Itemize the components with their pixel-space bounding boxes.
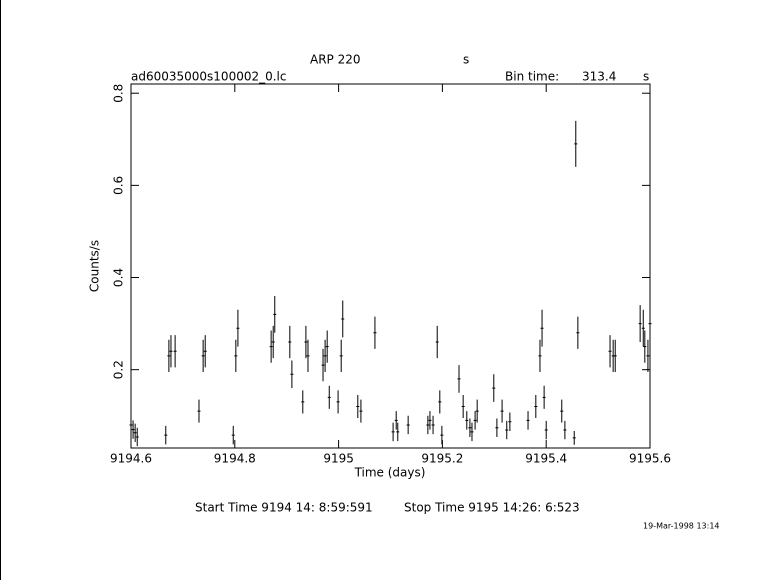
error-bar bbox=[359, 399, 363, 423]
error-bar bbox=[438, 390, 442, 414]
error-bar bbox=[495, 418, 499, 437]
error-bar bbox=[431, 415, 435, 435]
error-bar bbox=[572, 430, 576, 445]
error-bar bbox=[538, 339, 542, 372]
error-bar bbox=[290, 360, 294, 389]
x-tick-label: 9194.6 bbox=[110, 452, 152, 466]
error-bar bbox=[129, 415, 133, 435]
error-bar bbox=[563, 420, 567, 440]
bin-time-unit: s bbox=[643, 70, 649, 84]
error-bar bbox=[638, 305, 642, 343]
bin-time-label: Bin time: bbox=[505, 70, 559, 84]
error-bar bbox=[164, 425, 168, 445]
error-bar bbox=[288, 325, 292, 359]
error-bar bbox=[323, 339, 327, 372]
error-bar bbox=[373, 316, 377, 349]
error-bar bbox=[643, 330, 647, 363]
error-bar bbox=[542, 385, 546, 409]
error-bar bbox=[131, 420, 135, 439]
error-bar bbox=[508, 412, 512, 431]
chart-title: ARP 220 bbox=[310, 53, 361, 67]
error-bar bbox=[473, 411, 477, 430]
error-bar bbox=[426, 415, 430, 435]
error-bar bbox=[394, 411, 398, 430]
error-bar bbox=[641, 309, 645, 347]
error-bar bbox=[271, 325, 275, 359]
y-tick-label: 0.2 bbox=[112, 360, 126, 379]
error-bar bbox=[505, 420, 509, 440]
error-bar bbox=[608, 335, 612, 368]
error-bar bbox=[560, 399, 564, 423]
error-bar bbox=[301, 390, 305, 414]
error-bar bbox=[470, 422, 474, 442]
bin-time: 313.4 bbox=[582, 70, 616, 84]
start-time: Start Time 9194 14: 8:59:591 bbox=[195, 501, 373, 515]
date-stamp: 19-Mar-1998 13:14 bbox=[643, 522, 720, 531]
title-unit: s bbox=[463, 53, 469, 67]
x-tick-label: 9195.2 bbox=[421, 452, 463, 466]
error-bar bbox=[500, 399, 504, 423]
error-bar bbox=[336, 390, 340, 414]
error-bar bbox=[534, 395, 538, 419]
error-bar bbox=[648, 305, 652, 343]
error-bar bbox=[356, 395, 360, 419]
error-bar bbox=[197, 399, 201, 423]
x-tick-label: 9195 bbox=[323, 452, 354, 466]
error-bar bbox=[475, 399, 479, 423]
error-bar bbox=[457, 365, 461, 393]
y-tick-label: 0.6 bbox=[112, 176, 126, 195]
error-bar bbox=[646, 339, 650, 372]
error-bar bbox=[492, 374, 496, 402]
stop-time: Stop Time 9195 14:26: 6:523 bbox=[404, 501, 580, 515]
y-tick-label: 0.4 bbox=[112, 268, 126, 287]
error-bar bbox=[461, 395, 465, 419]
error-bar bbox=[428, 411, 432, 430]
y-tick-label: 0.8 bbox=[112, 84, 126, 103]
error-bar bbox=[321, 348, 325, 382]
y-axis-label: Counts/s bbox=[88, 240, 102, 292]
error-bar bbox=[169, 335, 173, 368]
error-bar bbox=[468, 418, 472, 437]
error-bar bbox=[203, 335, 207, 368]
error-bar bbox=[231, 425, 235, 445]
error-bar bbox=[306, 339, 310, 372]
error-bar bbox=[273, 295, 277, 333]
error-bar bbox=[173, 335, 177, 368]
error-bar bbox=[269, 330, 273, 363]
error-bar bbox=[526, 411, 530, 430]
error-bar bbox=[236, 309, 240, 347]
error-bar bbox=[341, 300, 345, 338]
error-bar bbox=[391, 422, 395, 442]
x-axis-label: Time (days) bbox=[354, 466, 426, 480]
error-bar bbox=[574, 120, 578, 167]
error-bar bbox=[540, 309, 544, 347]
subtitle: ad60035000s100002_0.lc bbox=[131, 70, 287, 84]
error-bar bbox=[576, 316, 580, 349]
error-bar bbox=[440, 425, 444, 445]
error-bar bbox=[325, 330, 329, 363]
x-tick-label: 9195.4 bbox=[525, 452, 567, 466]
error-bar bbox=[135, 427, 139, 447]
error-bar bbox=[327, 385, 331, 409]
error-bar bbox=[406, 415, 410, 435]
x-tick-label: 9195.6 bbox=[629, 452, 671, 466]
error-bar bbox=[133, 423, 137, 443]
error-bar bbox=[167, 339, 171, 372]
error-bar bbox=[234, 339, 238, 372]
plot-frame bbox=[130, 83, 651, 449]
error-bar bbox=[613, 339, 617, 372]
error-bar bbox=[201, 339, 205, 372]
x-tick-label: 9194.8 bbox=[214, 452, 256, 466]
error-bar bbox=[304, 325, 308, 359]
error-bar bbox=[544, 420, 548, 440]
error-bar bbox=[339, 339, 343, 372]
error-bar bbox=[396, 422, 400, 442]
error-bar bbox=[435, 325, 439, 359]
error-bar bbox=[465, 411, 469, 430]
